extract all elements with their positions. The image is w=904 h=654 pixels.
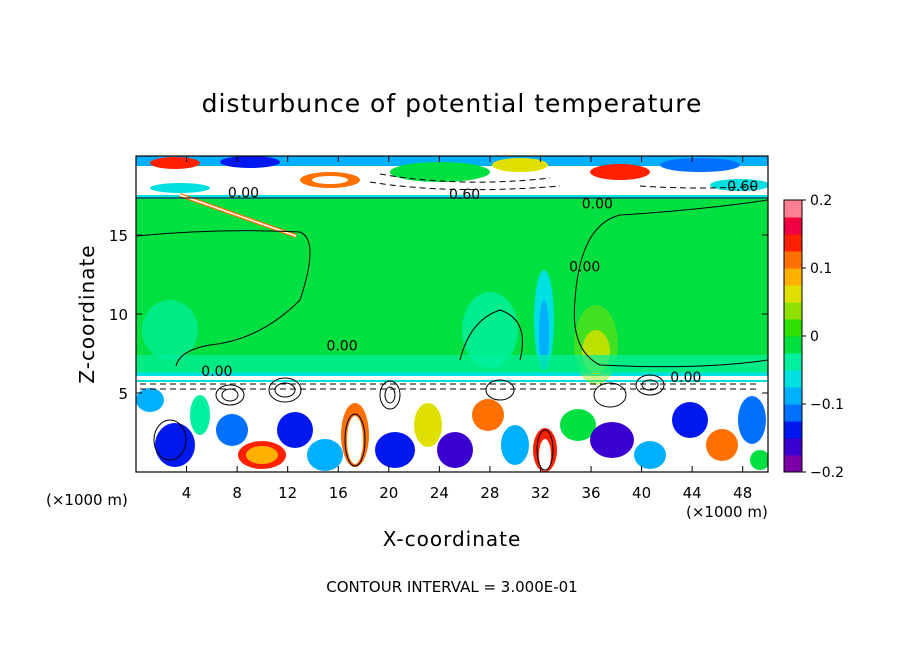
contour-label: 0.00 — [228, 185, 259, 201]
y-tick-label: 15 — [109, 227, 128, 245]
colorbar-swatch — [784, 387, 802, 405]
colorbar-tick-label: 0.2 — [810, 193, 832, 209]
colorbar-tick-label: −0.1 — [810, 397, 844, 413]
x-unit-right: (×1000 m) — [686, 503, 768, 521]
upper-layer-blobs — [136, 156, 768, 193]
contour-labels: 0.00 0.60 0.00 0.60 0.00 0.00 0.00 0.00 — [201, 179, 758, 386]
lower-layer-blobs — [136, 388, 768, 472]
x-axis-label: X-coordinate — [383, 527, 522, 551]
contour-label: 0.00 — [582, 196, 613, 212]
x-tick-label: 28 — [480, 484, 499, 502]
x-tick-label: 36 — [581, 484, 600, 502]
chart-title: disturbunce of potential temperature — [202, 89, 703, 118]
x-tick-label: 32 — [531, 484, 550, 502]
zero-contour-right — [573, 199, 768, 368]
contour-label: 0.60 — [449, 187, 480, 203]
x-tick-label: 40 — [632, 484, 651, 502]
colorbar-swatch — [784, 217, 802, 235]
colorbar-tick-label: −0.2 — [810, 465, 844, 481]
zero-contour-left — [136, 230, 311, 367]
dashed-contours — [140, 173, 761, 390]
x-tick-label: 24 — [430, 484, 449, 502]
colorbar-tick-label: 0.1 — [810, 261, 832, 277]
plot-area: 0.00 0.60 0.00 0.60 0.00 0.00 0.00 0.00 — [136, 156, 768, 472]
x-tick-label: 48 — [733, 484, 752, 502]
colorbar-swatch — [784, 234, 802, 252]
y-tick-label: 10 — [109, 306, 128, 324]
colorbar-swatch — [784, 353, 802, 371]
colorbar-swatch — [784, 200, 802, 218]
colorbar-swatch — [784, 404, 802, 422]
colorbar-swatch — [784, 421, 802, 439]
colorbar-swatch — [784, 336, 802, 354]
colorbar-swatch — [784, 251, 802, 269]
colorbar-swatch — [784, 438, 802, 456]
x-tick-label: 44 — [683, 484, 702, 502]
colorbar-swatch — [784, 455, 802, 473]
colorbar-tick-label: 0 — [810, 329, 819, 345]
x-tick-label: 8 — [232, 484, 242, 502]
colorbar-swatch — [784, 285, 802, 303]
x-tick-label: 20 — [379, 484, 398, 502]
x-unit-left: (×1000 m) — [46, 491, 128, 509]
x-tick-label: 16 — [329, 484, 348, 502]
colorbar-swatch — [784, 319, 802, 337]
colorbar-swatch — [784, 268, 802, 286]
contour-label: 0.00 — [569, 260, 600, 276]
zero-contour-mid — [459, 309, 523, 361]
contour-label: 0.00 — [201, 364, 232, 380]
contour-label: 0.60 — [727, 179, 758, 195]
contour-label: 0.00 — [670, 370, 701, 386]
y-axis: 5 10 15 — [109, 227, 768, 403]
contour-clusters — [153, 374, 665, 471]
x-tick-label: 4 — [182, 484, 192, 502]
colorbar: 0.2 0.1 0 −0.1 −0.2 — [783, 193, 844, 481]
y-axis-label: Z-coordinate — [75, 244, 99, 383]
contour-interval-note: CONTOUR INTERVAL = 3.000E-01 — [326, 578, 577, 596]
x-axis: 4 8 12 16 20 24 28 32 36 40 44 48 — [182, 156, 752, 502]
y-tick-label: 5 — [118, 385, 128, 403]
x-tick-label: 12 — [278, 484, 297, 502]
colorbar-swatch — [784, 302, 802, 320]
colorbar-swatch — [784, 370, 802, 388]
contour-label: 0.00 — [326, 339, 357, 355]
